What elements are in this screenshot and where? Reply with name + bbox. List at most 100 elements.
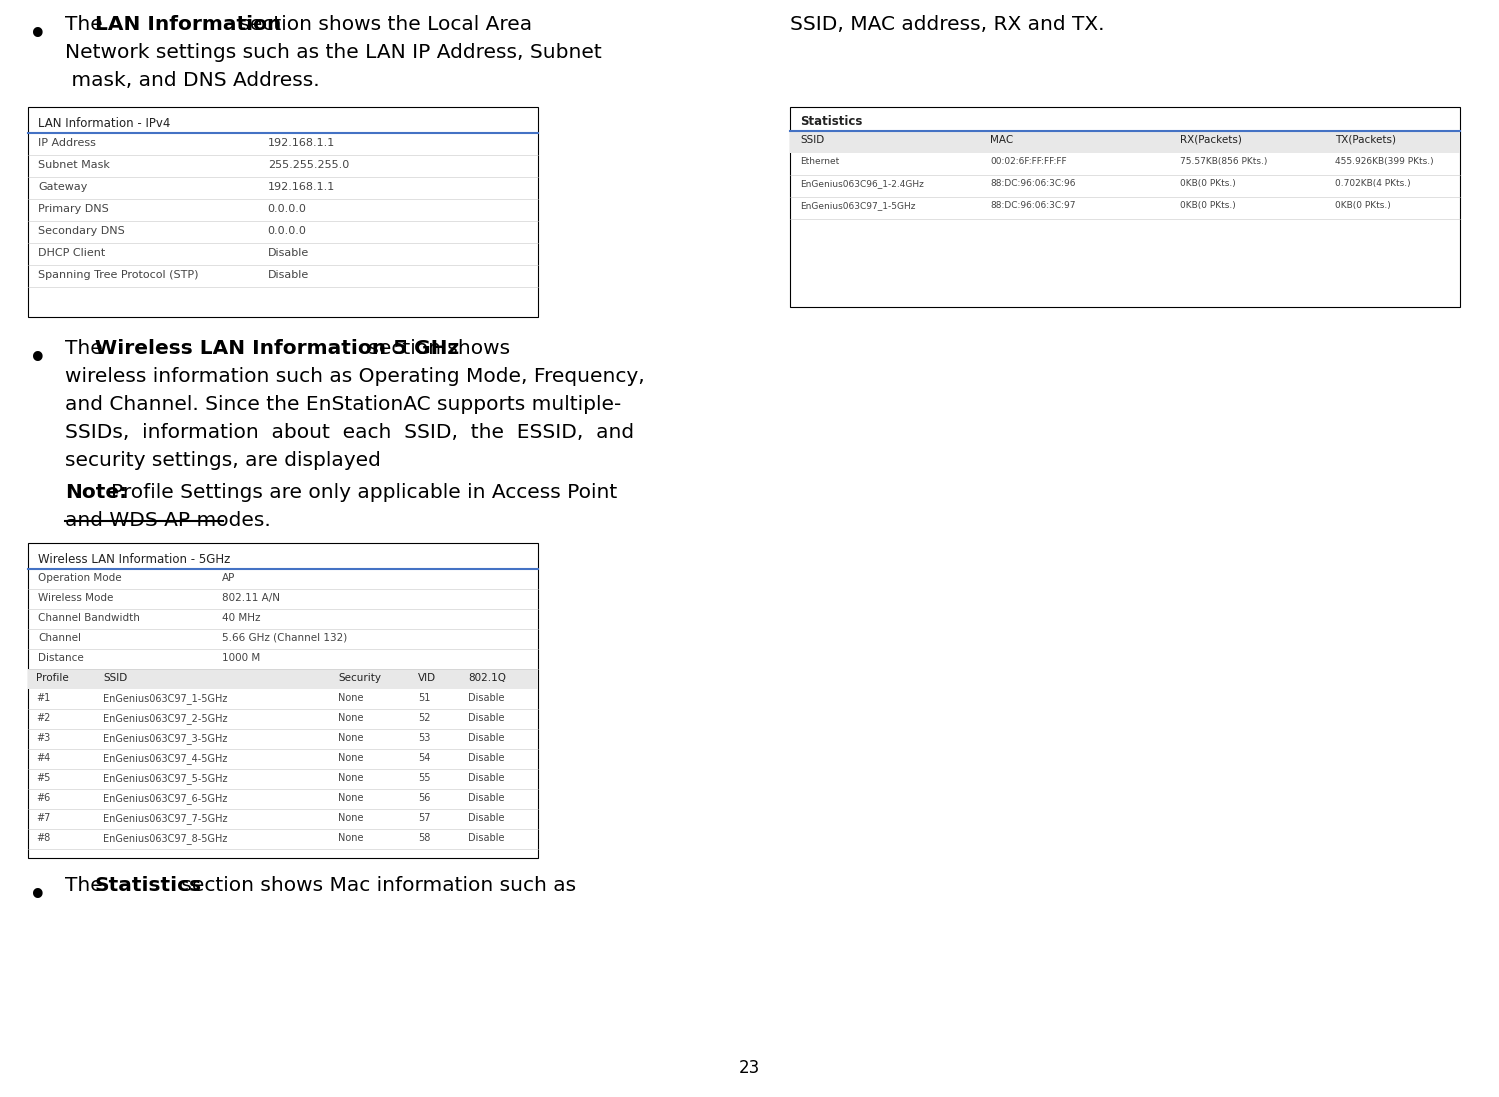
Text: 53: 53 (418, 733, 430, 743)
Text: 51: 51 (418, 693, 430, 703)
Text: 88:DC:96:06:3C:96: 88:DC:96:06:3C:96 (989, 179, 1075, 188)
Text: SSIDs,  information  about  each  SSID,  the  ESSID,  and: SSIDs, information about each SSID, the … (64, 423, 634, 442)
Text: LAN Information - IPv4: LAN Information - IPv4 (37, 117, 171, 131)
Text: SSID, MAC address, RX and TX.: SSID, MAC address, RX and TX. (790, 15, 1105, 34)
Text: 1000 M: 1000 M (222, 653, 259, 663)
Text: EnGenius063C97_8-5GHz: EnGenius063C97_8-5GHz (103, 833, 228, 844)
Text: Gateway: Gateway (37, 182, 87, 192)
Text: 00:02:6F:FF:FF:FF: 00:02:6F:FF:FF:FF (989, 157, 1067, 166)
Text: VID: VID (418, 672, 436, 683)
Text: 55: 55 (418, 773, 430, 783)
Text: IP Address: IP Address (37, 138, 96, 148)
Text: Ethernet: Ethernet (800, 157, 839, 166)
Text: 0.702KB(4 PKts.): 0.702KB(4 PKts.) (1336, 179, 1411, 188)
Text: None: None (337, 793, 363, 803)
Text: section shows: section shows (361, 339, 510, 358)
Text: None: None (337, 733, 363, 743)
Text: 23: 23 (739, 1059, 760, 1077)
Bar (790, 131, 1460, 152)
Text: 802.1Q: 802.1Q (468, 672, 507, 683)
Text: Disable: Disable (468, 693, 505, 703)
Text: Disable: Disable (468, 813, 505, 823)
Text: wireless information such as Operating Mode, Frequency,: wireless information such as Operating M… (64, 367, 645, 386)
Text: None: None (337, 773, 363, 783)
Text: EnGenius063C97_1-5GHz: EnGenius063C97_1-5GHz (103, 693, 228, 704)
Bar (28, 543, 538, 858)
Text: EnGenius063C97_3-5GHz: EnGenius063C97_3-5GHz (103, 733, 228, 744)
Text: Distance: Distance (37, 653, 84, 663)
Text: EnGenius063C97_1-5GHz: EnGenius063C97_1-5GHz (800, 201, 916, 210)
Text: •: • (28, 880, 48, 913)
Text: Disable: Disable (268, 248, 309, 258)
Text: Profile: Profile (36, 672, 69, 683)
Text: Spanning Tree Protocol (STP): Spanning Tree Protocol (STP) (37, 270, 198, 280)
Text: section shows the Local Area: section shows the Local Area (232, 15, 532, 34)
Text: RX(Packets): RX(Packets) (1180, 135, 1241, 145)
Text: 0.0.0.0: 0.0.0.0 (268, 226, 307, 236)
Text: Network settings such as the LAN IP Address, Subnet: Network settings such as the LAN IP Addr… (64, 43, 601, 63)
Text: 56: 56 (418, 793, 430, 803)
Text: 192.168.1.1: 192.168.1.1 (268, 182, 334, 192)
Text: 802.11 A/N: 802.11 A/N (222, 593, 280, 603)
Text: 0.0.0.0: 0.0.0.0 (268, 204, 307, 214)
Text: section shows Mac information such as: section shows Mac information such as (175, 877, 576, 895)
Text: Statistics: Statistics (94, 877, 202, 895)
Text: 0KB(0 PKts.): 0KB(0 PKts.) (1180, 201, 1235, 210)
Bar (28, 669, 538, 689)
Text: Wireless LAN Information - 5GHz: Wireless LAN Information - 5GHz (37, 553, 231, 566)
Bar (28, 108, 538, 317)
Text: #3: #3 (36, 733, 51, 743)
Text: #7: #7 (36, 813, 51, 823)
Text: #1: #1 (36, 693, 51, 703)
Text: MAC: MAC (989, 135, 1013, 145)
Text: Profile Settings are only applicable in Access Point: Profile Settings are only applicable in … (111, 483, 618, 502)
Text: None: None (337, 753, 363, 764)
Bar (790, 108, 1460, 307)
Text: mask, and DNS Address.: mask, and DNS Address. (64, 71, 319, 90)
Text: 75.57KB(856 PKts.): 75.57KB(856 PKts.) (1180, 157, 1267, 166)
Text: Disable: Disable (268, 270, 309, 280)
Text: and WDS AP modes.: and WDS AP modes. (64, 511, 271, 530)
Text: 5.66 GHz (Channel 132): 5.66 GHz (Channel 132) (222, 633, 348, 643)
Text: SSID: SSID (800, 135, 824, 145)
Text: Wireless Mode: Wireless Mode (37, 593, 114, 603)
Text: Operation Mode: Operation Mode (37, 573, 121, 583)
Text: The: The (64, 877, 109, 895)
Text: security settings, are displayed: security settings, are displayed (64, 451, 381, 470)
Text: Security: Security (337, 672, 381, 683)
Text: EnGenius063C96_1-2.4GHz: EnGenius063C96_1-2.4GHz (800, 179, 923, 188)
Text: #4: #4 (36, 753, 51, 764)
Text: Statistics: Statistics (800, 115, 862, 128)
Text: 40 MHz: 40 MHz (222, 613, 261, 623)
Text: #8: #8 (36, 833, 51, 842)
Text: SSID: SSID (103, 672, 127, 683)
Text: 54: 54 (418, 753, 430, 764)
Text: Disable: Disable (468, 793, 505, 803)
Text: 0KB(0 PKts.): 0KB(0 PKts.) (1180, 179, 1235, 188)
Text: Secondary DNS: Secondary DNS (37, 226, 124, 236)
Text: Disable: Disable (468, 773, 505, 783)
Text: 88:DC:96:06:3C:97: 88:DC:96:06:3C:97 (989, 201, 1075, 210)
Text: 192.168.1.1: 192.168.1.1 (268, 138, 334, 148)
Text: 57: 57 (418, 813, 430, 823)
Text: Disable: Disable (468, 753, 505, 764)
Text: AP: AP (222, 573, 235, 583)
Text: 255.255.255.0: 255.255.255.0 (268, 160, 349, 170)
Text: The: The (64, 15, 109, 34)
Text: Subnet Mask: Subnet Mask (37, 160, 109, 170)
Text: #5: #5 (36, 773, 51, 783)
Text: Channel: Channel (37, 633, 81, 643)
Text: None: None (337, 813, 363, 823)
Text: Disable: Disable (468, 733, 505, 743)
Text: EnGenius063C97_5-5GHz: EnGenius063C97_5-5GHz (103, 773, 228, 784)
Text: #2: #2 (36, 713, 51, 723)
Text: The: The (64, 339, 109, 358)
Text: Disable: Disable (468, 833, 505, 842)
Text: EnGenius063C97_2-5GHz: EnGenius063C97_2-5GHz (103, 713, 228, 724)
Text: EnGenius063C97_6-5GHz: EnGenius063C97_6-5GHz (103, 793, 228, 804)
Text: 52: 52 (418, 713, 430, 723)
Text: None: None (337, 713, 363, 723)
Text: #6: #6 (36, 793, 51, 803)
Text: None: None (337, 833, 363, 842)
Text: DHCP Client: DHCP Client (37, 248, 105, 258)
